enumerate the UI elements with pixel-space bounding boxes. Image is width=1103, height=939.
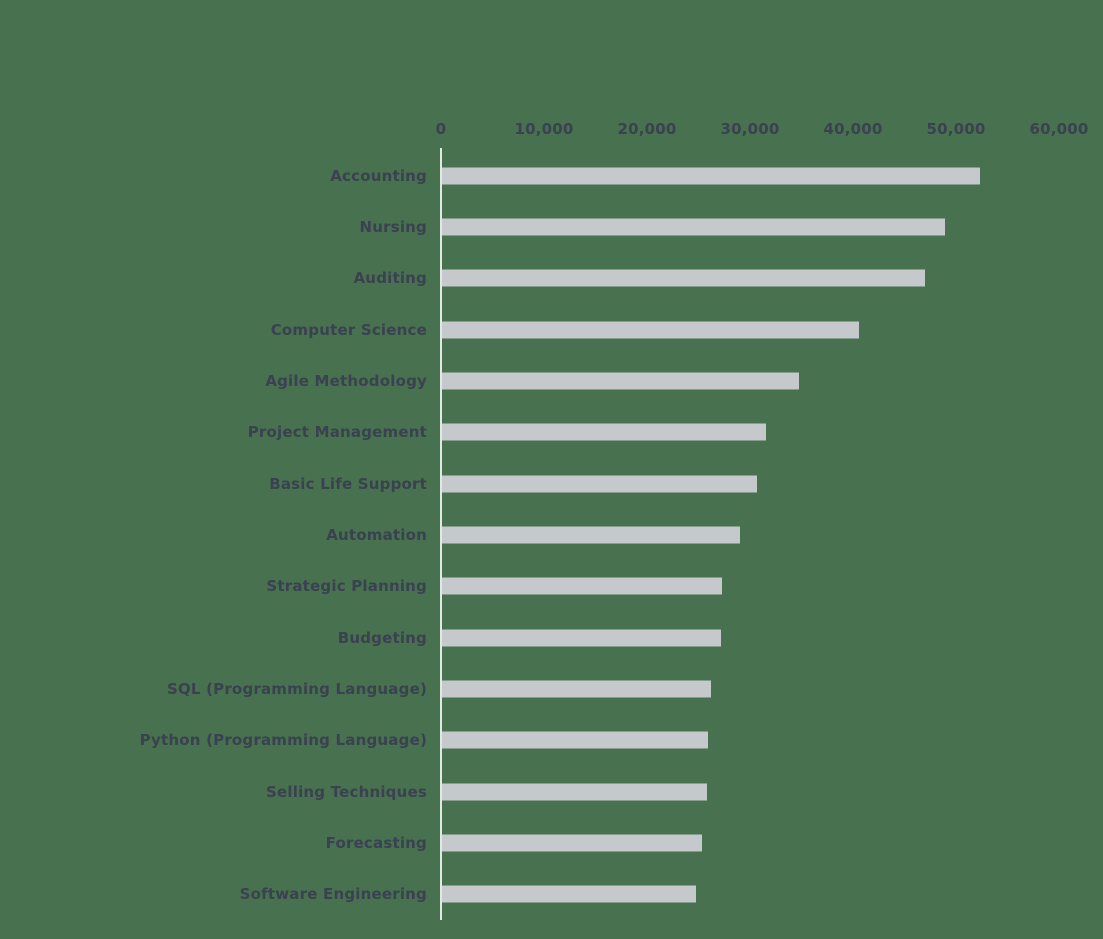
bar	[442, 526, 740, 544]
bar-row: Budgeting	[0, 612, 1103, 663]
bar-row: Automation	[0, 509, 1103, 560]
bar	[442, 423, 767, 441]
bar	[442, 783, 707, 801]
bar-row: Project Management	[0, 407, 1103, 458]
category-label: Nursing	[359, 217, 427, 236]
bar	[442, 218, 945, 236]
bar-row: Forecasting	[0, 817, 1103, 868]
bar-row: Python (Programming Language)	[0, 715, 1103, 766]
bar-row: Software Engineering	[0, 869, 1103, 920]
bar	[442, 885, 697, 903]
category-label: Selling Techniques	[266, 782, 427, 801]
bar-row: Auditing	[0, 253, 1103, 304]
y-axis-line	[440, 148, 442, 920]
bar-row: Basic Life Support	[0, 458, 1103, 509]
bar-row: Agile Methodology	[0, 355, 1103, 406]
category-label: Agile Methodology	[265, 371, 427, 390]
bar	[442, 372, 800, 390]
x-axis-tick-label: 10,000	[514, 120, 574, 138]
category-label: Budgeting	[337, 628, 427, 647]
category-label: Computer Science	[270, 320, 427, 339]
bar	[442, 321, 860, 339]
bar	[442, 834, 702, 852]
bar	[442, 269, 926, 287]
bar-row: Accounting	[0, 150, 1103, 201]
bar-row: SQL (Programming Language)	[0, 663, 1103, 714]
category-label: Software Engineering	[239, 885, 427, 904]
category-label: Forecasting	[325, 833, 427, 852]
category-label: Project Management	[247, 423, 427, 442]
bar	[442, 680, 711, 698]
bar-row: Computer Science	[0, 304, 1103, 355]
category-label: Accounting	[330, 166, 427, 185]
bar-row: Nursing	[0, 201, 1103, 252]
bar	[442, 475, 758, 493]
category-label: Python (Programming Language)	[139, 731, 427, 750]
x-axis-tick-label: 60,000	[1029, 120, 1089, 138]
category-label: Automation	[326, 525, 427, 544]
plot-area: Accounting Nursing Auditing Computer Scienc…	[0, 150, 1103, 920]
category-label: Basic Life Support	[269, 474, 427, 493]
x-axis-tick-label: 20,000	[617, 120, 677, 138]
bar	[442, 629, 722, 647]
bar-row: Selling Techniques	[0, 766, 1103, 817]
category-label: Auditing	[353, 269, 427, 288]
x-axis-tick-label: 50,000	[926, 120, 986, 138]
x-axis-tick-label: 40,000	[823, 120, 883, 138]
bar	[442, 577, 723, 595]
x-axis-tick-label: 0	[435, 120, 447, 138]
bar-row: Strategic Planning	[0, 561, 1103, 612]
category-label: Strategic Planning	[266, 577, 427, 596]
category-label: SQL (Programming Language)	[166, 679, 427, 698]
bar	[442, 167, 980, 185]
bar	[442, 731, 708, 749]
x-axis-tick-label: 30,000	[720, 120, 780, 138]
